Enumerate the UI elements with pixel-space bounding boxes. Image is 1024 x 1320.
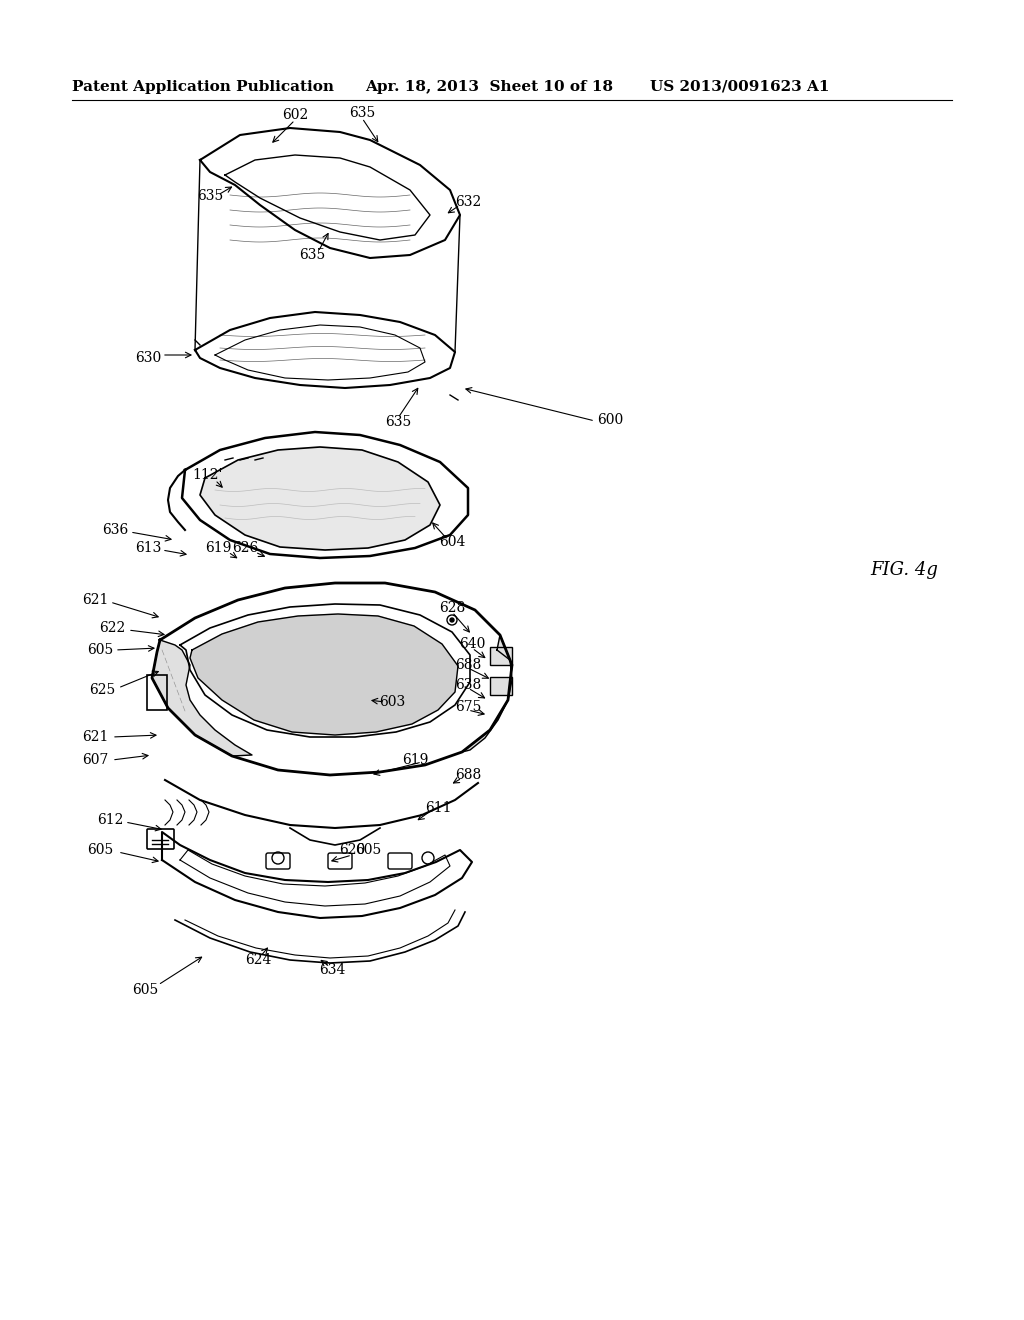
Text: 638: 638 — [455, 678, 481, 692]
Text: 613: 613 — [135, 541, 161, 554]
Text: 600: 600 — [597, 413, 624, 426]
Text: Patent Application Publication: Patent Application Publication — [72, 81, 334, 94]
Text: 675: 675 — [455, 700, 481, 714]
Text: 605: 605 — [355, 843, 381, 857]
Text: 112': 112' — [191, 469, 222, 482]
Text: 624: 624 — [245, 953, 271, 968]
Text: FIG. 4g: FIG. 4g — [870, 561, 938, 579]
Text: 621: 621 — [82, 593, 109, 607]
Text: 605: 605 — [87, 843, 113, 857]
Polygon shape — [152, 640, 252, 756]
Polygon shape — [462, 635, 512, 752]
Text: 635: 635 — [197, 189, 223, 203]
Text: 612: 612 — [97, 813, 123, 828]
Text: Apr. 18, 2013  Sheet 10 of 18: Apr. 18, 2013 Sheet 10 of 18 — [365, 81, 613, 94]
Text: 619: 619 — [205, 541, 231, 554]
Circle shape — [450, 618, 454, 622]
Polygon shape — [190, 614, 458, 735]
Text: 619: 619 — [401, 752, 428, 767]
Text: 603: 603 — [379, 696, 406, 709]
Text: 626: 626 — [231, 541, 258, 554]
Text: 602: 602 — [282, 108, 308, 121]
Polygon shape — [200, 447, 440, 550]
Text: 640: 640 — [459, 638, 485, 651]
Text: 621: 621 — [82, 730, 109, 744]
Bar — [490, 647, 512, 665]
Text: 635: 635 — [385, 414, 411, 429]
Text: 622: 622 — [99, 620, 125, 635]
Text: 611: 611 — [425, 801, 452, 814]
Text: 630: 630 — [135, 351, 161, 366]
Text: 688: 688 — [455, 657, 481, 672]
Text: 625: 625 — [89, 682, 115, 697]
Text: 605: 605 — [132, 983, 158, 997]
Text: 634: 634 — [318, 964, 345, 977]
Text: 628: 628 — [439, 601, 465, 615]
Text: US 2013/0091623 A1: US 2013/0091623 A1 — [650, 81, 829, 94]
Text: 607: 607 — [82, 752, 109, 767]
Text: 604: 604 — [439, 535, 465, 549]
Text: 605: 605 — [87, 643, 113, 657]
Text: 636: 636 — [101, 523, 128, 537]
Bar — [147, 675, 167, 710]
Text: 635: 635 — [349, 106, 375, 120]
Text: 632: 632 — [455, 195, 481, 209]
Text: 688: 688 — [455, 768, 481, 781]
Text: 635: 635 — [299, 248, 326, 261]
Bar — [490, 677, 512, 696]
Text: 620: 620 — [339, 843, 366, 857]
